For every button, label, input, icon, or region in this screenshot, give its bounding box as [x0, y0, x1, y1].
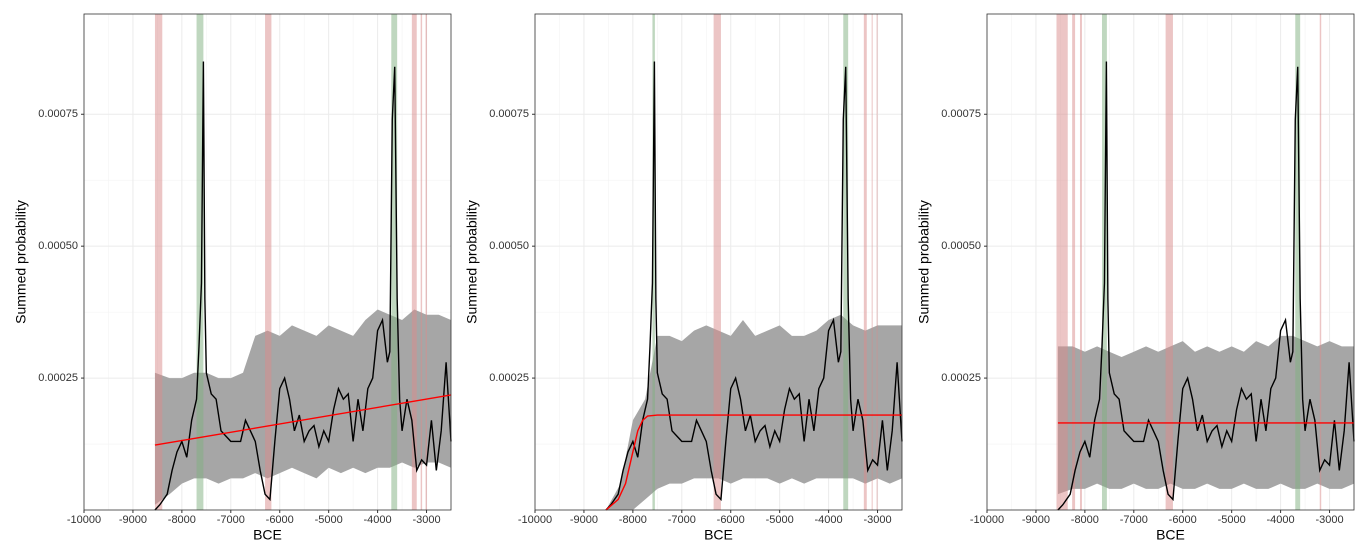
positive-band	[843, 14, 849, 510]
negative-band	[425, 14, 428, 510]
positive-band	[652, 14, 655, 510]
x-tick-label: -5000	[315, 514, 343, 526]
y-axis-title: Summed probability	[916, 200, 932, 324]
spd-line	[605, 61, 903, 511]
model-line	[605, 414, 902, 511]
x-axis-title: BCE	[704, 527, 733, 543]
x-tick-label: -6000	[266, 514, 294, 526]
panel-border	[83, 13, 452, 511]
x-tick-label: -10000	[970, 514, 1004, 526]
x-tick-label: -9000	[119, 514, 147, 526]
x-tick-label: -8000	[619, 514, 647, 526]
negative-band	[713, 14, 721, 510]
x-tick-label: -9000	[1022, 514, 1050, 526]
y-tick-label: 0.00025	[489, 372, 529, 384]
x-tick-label: -4000	[815, 514, 843, 526]
x-tick-label: -4000	[1267, 514, 1295, 526]
x-tick-label: -5000	[766, 514, 794, 526]
negative-band	[1319, 14, 1322, 510]
y-tick-label: 0.00050	[941, 240, 981, 252]
negative-band	[863, 14, 867, 510]
negative-band	[1056, 14, 1068, 510]
y-tick-label: 0.00075	[941, 108, 981, 120]
x-tick-label: -8000	[168, 514, 196, 526]
envelope	[1057, 335, 1354, 495]
positive-band	[391, 14, 398, 510]
negative-band	[420, 14, 423, 510]
x-axis-title: BCE	[1156, 527, 1185, 543]
x-tick-label: -6000	[1169, 514, 1197, 526]
x-tick-label: -7000	[1120, 514, 1148, 526]
y-tick-label: 0.00075	[489, 108, 529, 120]
y-tick-label: 0.00025	[38, 372, 78, 384]
x-tick-label: -4000	[364, 514, 392, 526]
x-tick-label: -5000	[1218, 514, 1246, 526]
y-axis-title: Summed probability	[464, 200, 480, 324]
positive-band	[1295, 14, 1301, 510]
x-tick-label: -3000	[412, 514, 440, 526]
negative-band	[1079, 14, 1082, 510]
x-tick-label: -3000	[863, 514, 891, 526]
y-tick-label: 0.00050	[38, 240, 78, 252]
x-tick-label: -3000	[1315, 514, 1343, 526]
envelope	[154, 309, 451, 505]
positive-band	[196, 14, 204, 510]
envelope	[605, 314, 902, 510]
x-tick-label: -7000	[668, 514, 696, 526]
panel-border	[534, 13, 903, 511]
x-tick-label: -9000	[570, 514, 598, 526]
y-axis-title: Summed probability	[13, 200, 29, 324]
model-line	[154, 394, 452, 446]
negative-band	[871, 14, 873, 510]
y-tick-label: 0.00025	[941, 372, 981, 384]
x-axis-title: BCE	[253, 527, 282, 543]
negative-band	[411, 14, 417, 510]
negative-band	[1165, 14, 1173, 510]
spd-line	[154, 61, 452, 511]
negative-band	[876, 14, 878, 510]
x-tick-label: -6000	[717, 514, 745, 526]
negative-band	[154, 14, 163, 510]
negative-band	[265, 14, 272, 510]
panel-border	[986, 13, 1355, 511]
x-tick-label: -7000	[217, 514, 245, 526]
y-tick-label: 0.00075	[38, 108, 78, 120]
spd-line	[1057, 61, 1355, 511]
x-tick-label: -10000	[67, 514, 101, 526]
y-tick-label: 0.00050	[489, 240, 529, 252]
negative-band	[1072, 14, 1076, 510]
x-tick-label: -10000	[518, 514, 552, 526]
x-tick-label: -8000	[1071, 514, 1099, 526]
